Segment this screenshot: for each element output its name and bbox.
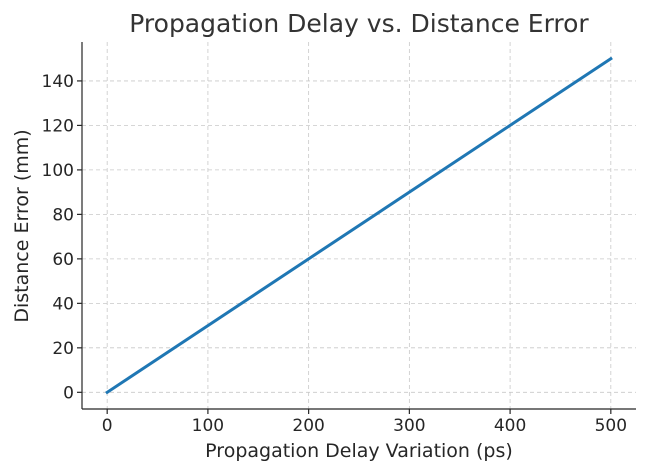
y-tick-label: 140	[42, 72, 74, 92]
axes: 0 100 200 300 400 500 0 20 40 60 80 100 120 140	[42, 42, 636, 436]
y-tick-label: 120	[42, 116, 74, 136]
x-tick-label: 100	[192, 416, 224, 436]
series-layer	[105, 56, 613, 395]
y-axis-label: Distance Error (mm)	[11, 129, 33, 322]
y-tick-label: 20	[52, 339, 74, 359]
x-tick-label: 200	[292, 416, 324, 436]
y-tick-label: 40	[52, 294, 74, 314]
x-axis-label: Propagation Delay Variation (ps)	[205, 440, 513, 462]
series-line-0	[105, 56, 613, 395]
x-tick-label: 400	[494, 416, 526, 436]
x-tick-label: 0	[102, 416, 113, 436]
chart-title: Propagation Delay vs. Distance Error	[129, 9, 589, 38]
y-tick-label: 80	[52, 205, 74, 225]
x-tick-label: 500	[595, 416, 627, 436]
grid	[82, 42, 636, 409]
y-tick-label: 100	[42, 161, 74, 181]
x-tick-label: 300	[393, 416, 425, 436]
y-tick-label: 60	[52, 250, 74, 270]
y-tick-label: 0	[63, 383, 74, 403]
